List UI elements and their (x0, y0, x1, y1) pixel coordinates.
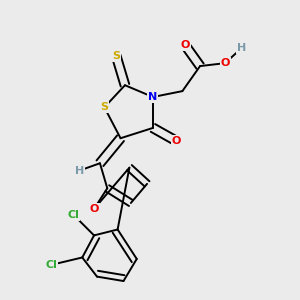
Text: O: O (220, 58, 230, 68)
Text: Cl: Cl (45, 260, 57, 270)
Text: H: H (237, 44, 246, 53)
Text: S: S (100, 102, 108, 112)
Text: H: H (75, 166, 84, 176)
Text: O: O (181, 40, 190, 50)
Text: O: O (89, 204, 99, 214)
Text: Cl: Cl (68, 210, 80, 220)
Text: O: O (172, 136, 181, 146)
Text: N: N (148, 92, 158, 102)
Text: S: S (112, 51, 120, 61)
